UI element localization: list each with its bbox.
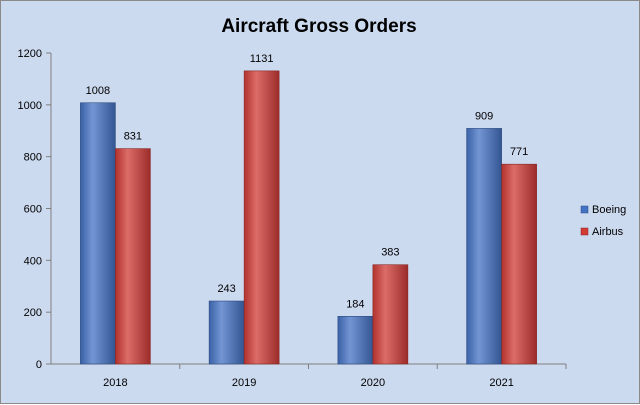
x-tick-label: 2019 xyxy=(232,377,256,389)
plot-area: 0 200 400 600 800 1000 1200 2018 1008 831 2019 243 1… xyxy=(18,48,567,389)
y-tick-label: 0 xyxy=(36,359,42,371)
legend-label-airbus: Airbus xyxy=(592,226,624,238)
data-label: 184 xyxy=(346,298,364,310)
bar-boeing-2020 xyxy=(337,316,374,365)
bar-airbus-2019 xyxy=(243,70,280,365)
legend-swatch-airbus xyxy=(580,227,589,236)
data-label: 1131 xyxy=(250,53,274,65)
y-tick-label: 200 xyxy=(24,307,42,319)
y-tick-label: 800 xyxy=(24,152,42,164)
data-label: 1008 xyxy=(86,85,110,97)
bar-airbus-2018 xyxy=(115,148,151,365)
x-tick-label: 2020 xyxy=(361,377,385,389)
bar-boeing-2021 xyxy=(466,128,502,365)
x-tick-label: 2018 xyxy=(103,377,127,389)
data-label: 243 xyxy=(217,283,235,295)
bar-airbus-2020 xyxy=(372,264,409,365)
y-tick-label: 400 xyxy=(24,255,42,267)
legend-swatch-boeing xyxy=(580,205,589,214)
y-tick-label: 1000 xyxy=(18,100,42,112)
data-label: 383 xyxy=(381,247,399,259)
legend-label-boeing: Boeing xyxy=(592,204,626,216)
data-label: 831 xyxy=(124,131,142,143)
bar-boeing-2018 xyxy=(80,102,116,365)
legend: Boeing Airbus xyxy=(580,204,626,238)
y-tick-label: 1200 xyxy=(18,48,42,60)
x-tick-label: 2021 xyxy=(489,377,513,389)
bar-boeing-2019 xyxy=(208,300,245,365)
chart-title: Aircraft Gross Orders xyxy=(221,16,416,37)
data-label: 909 xyxy=(475,110,493,122)
y-tick-label: 600 xyxy=(24,204,42,216)
data-label: 771 xyxy=(510,146,528,158)
bar-airbus-2021 xyxy=(501,163,537,365)
